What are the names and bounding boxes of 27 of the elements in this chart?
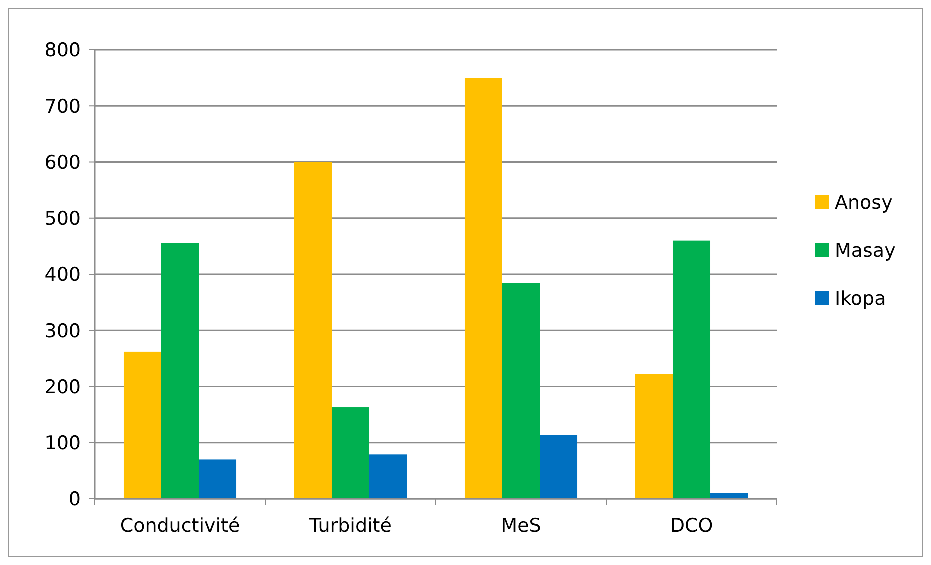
bar xyxy=(635,374,673,499)
y-tick-label: 100 xyxy=(44,432,81,455)
y-tick-label: 400 xyxy=(44,264,81,286)
y-tick-label: 800 xyxy=(44,40,81,62)
bar xyxy=(124,352,162,499)
bar xyxy=(502,283,540,499)
bar xyxy=(332,408,370,499)
x-tick-label: Turbidité xyxy=(308,515,392,537)
bar xyxy=(199,460,237,499)
bar xyxy=(540,435,578,499)
y-tick-label: 0 xyxy=(68,488,81,511)
x-tick-label: DCO xyxy=(670,515,714,537)
bar xyxy=(464,78,502,499)
legend-label: Masay xyxy=(835,240,896,262)
x-tick-label: MeS xyxy=(501,515,542,537)
bar xyxy=(161,243,200,499)
y-tick-label: 300 xyxy=(44,320,81,342)
x-tick-label: Conductivité xyxy=(120,515,240,537)
legend-label: Ikopa xyxy=(835,288,886,310)
y-tick-label: 200 xyxy=(44,376,81,398)
y-tick-label: 700 xyxy=(44,96,81,118)
bar xyxy=(672,240,711,499)
bar xyxy=(294,162,332,499)
y-tick-label: 600 xyxy=(44,152,81,174)
y-tick-label: 500 xyxy=(44,208,81,230)
bar xyxy=(370,454,408,499)
legend-label: Anosy xyxy=(835,192,893,214)
